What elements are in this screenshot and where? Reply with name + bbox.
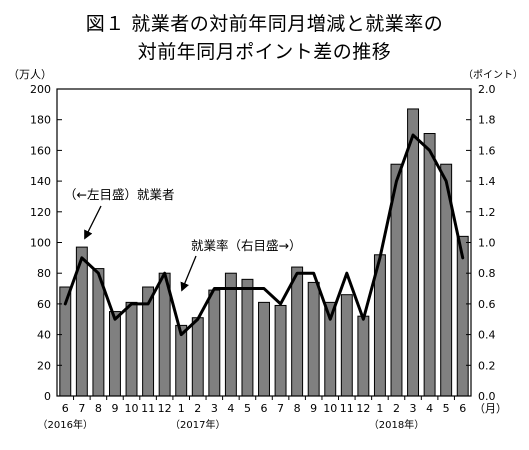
line-annotation-arrow <box>180 255 197 292</box>
x-tick-label-23: 5 <box>443 402 450 415</box>
x-axis-ticks: 6 7 8 9 10 11 12 1 2 3 4 5 6 7 8 9 10 11 12 1 2 3 4 5 6（2016年） （2… <box>38 396 466 431</box>
x-tick-label-20: 2 <box>393 402 400 415</box>
right-tick-label-9: 1.8 <box>478 114 496 127</box>
bar-21 <box>407 108 420 397</box>
line-annotation: 就業率（右目盛→） <box>191 238 301 253</box>
left-tick-label-3: 60 <box>37 298 51 311</box>
bar-annotation-arrow <box>84 205 102 240</box>
right-axis-unit: （ポイント） <box>463 69 523 81</box>
x-tick-label-0: 6 <box>62 402 69 415</box>
line-series-employment-rate <box>63 133 465 337</box>
left-axis-unit: （万人） <box>8 68 52 81</box>
right-tick-label-10: 2.0 <box>478 83 496 96</box>
bar-24 <box>456 235 469 397</box>
bar-10 <box>224 272 237 397</box>
x-tick-label-5: 11 <box>141 402 155 415</box>
year-label-2: （2018年） <box>369 418 424 431</box>
x-tick-label-6: 12 <box>158 402 172 415</box>
right-tick-label-8: 1.6 <box>478 144 496 157</box>
bar-series <box>59 108 469 397</box>
year-label-0: （2016年） <box>38 418 93 431</box>
x-tick-label-15: 9 <box>310 402 317 415</box>
right-tick-label-5: 1.0 <box>478 237 496 250</box>
left-tick-label-6: 120 <box>30 206 51 219</box>
left-tick-label-4: 80 <box>37 267 51 280</box>
right-axis-ticks: 0.0 0.2 0.4 0.6 0.8 1.0 1.2 1.4 1.6 1.8 2.0 <box>466 83 496 403</box>
x-tick-label-8: 2 <box>194 402 201 415</box>
x-tick-label-21: 3 <box>410 402 417 415</box>
x-tick-label-16: 10 <box>323 402 337 415</box>
x-tick-label-9: 3 <box>211 402 218 415</box>
bar-annotation: （←左目盛）就業者 <box>64 187 174 202</box>
bar-3 <box>109 311 121 397</box>
x-tick-label-4: 10 <box>125 402 139 415</box>
left-tick-label-5: 100 <box>30 237 51 250</box>
bar-13 <box>274 304 287 397</box>
x-tick-label-13: 7 <box>277 402 284 415</box>
bar-18 <box>357 315 370 397</box>
x-axis-unit: （月） <box>474 402 507 415</box>
left-axis-ticks: 0 20 40 60 80 100 120 140 160 180 200 <box>30 83 62 403</box>
right-tick-label-3: 0.6 <box>478 298 496 311</box>
left-tick-label-8: 160 <box>30 144 51 157</box>
x-tick-label-1: 7 <box>78 402 85 415</box>
left-tick-label-2: 40 <box>37 329 51 342</box>
left-tick-label-10: 200 <box>30 83 51 96</box>
x-tick-label-17: 11 <box>340 402 354 415</box>
x-tick-label-10: 4 <box>227 402 234 415</box>
bar-12 <box>258 301 270 397</box>
left-tick-label-9: 180 <box>30 114 51 127</box>
x-tick-label-14: 8 <box>294 402 301 415</box>
right-tick-label-0: 0.0 <box>478 390 496 403</box>
x-tick-label-7: 1 <box>178 402 185 415</box>
left-tick-label-7: 140 <box>30 175 51 188</box>
right-tick-label-1: 0.2 <box>478 359 496 372</box>
bar-14 <box>291 266 304 397</box>
x-tick-label-22: 4 <box>426 402 433 415</box>
right-tick-label-6: 1.2 <box>478 206 496 219</box>
chart-title-line1: 図１ 就業者の対前年同月増減と就業率の <box>85 13 444 35</box>
right-tick-label-2: 0.4 <box>478 329 496 342</box>
right-tick-label-7: 1.4 <box>478 175 496 188</box>
bar-17 <box>340 294 353 397</box>
chart-title-line2: 対前年同月ポイント差の推移 <box>137 41 392 63</box>
x-tick-label-19: 1 <box>376 402 383 415</box>
x-tick-label-11: 5 <box>244 402 251 415</box>
bar-11 <box>241 278 254 397</box>
left-tick-label-1: 20 <box>37 359 51 372</box>
x-tick-label-3: 9 <box>111 402 118 415</box>
year-label-1: （2017年） <box>170 418 225 431</box>
x-tick-label-2: 8 <box>95 402 102 415</box>
bar-4 <box>125 301 138 397</box>
bar-9 <box>208 289 221 397</box>
x-tick-label-24: 6 <box>459 402 466 415</box>
bar-22 <box>423 133 436 397</box>
right-tick-label-4: 0.8 <box>478 267 496 280</box>
bar-15 <box>307 281 320 397</box>
x-tick-label-12: 6 <box>261 402 268 415</box>
bar-8 <box>191 317 204 397</box>
x-tick-label-18: 12 <box>356 402 370 415</box>
left-tick-label-0: 0 <box>44 390 51 403</box>
